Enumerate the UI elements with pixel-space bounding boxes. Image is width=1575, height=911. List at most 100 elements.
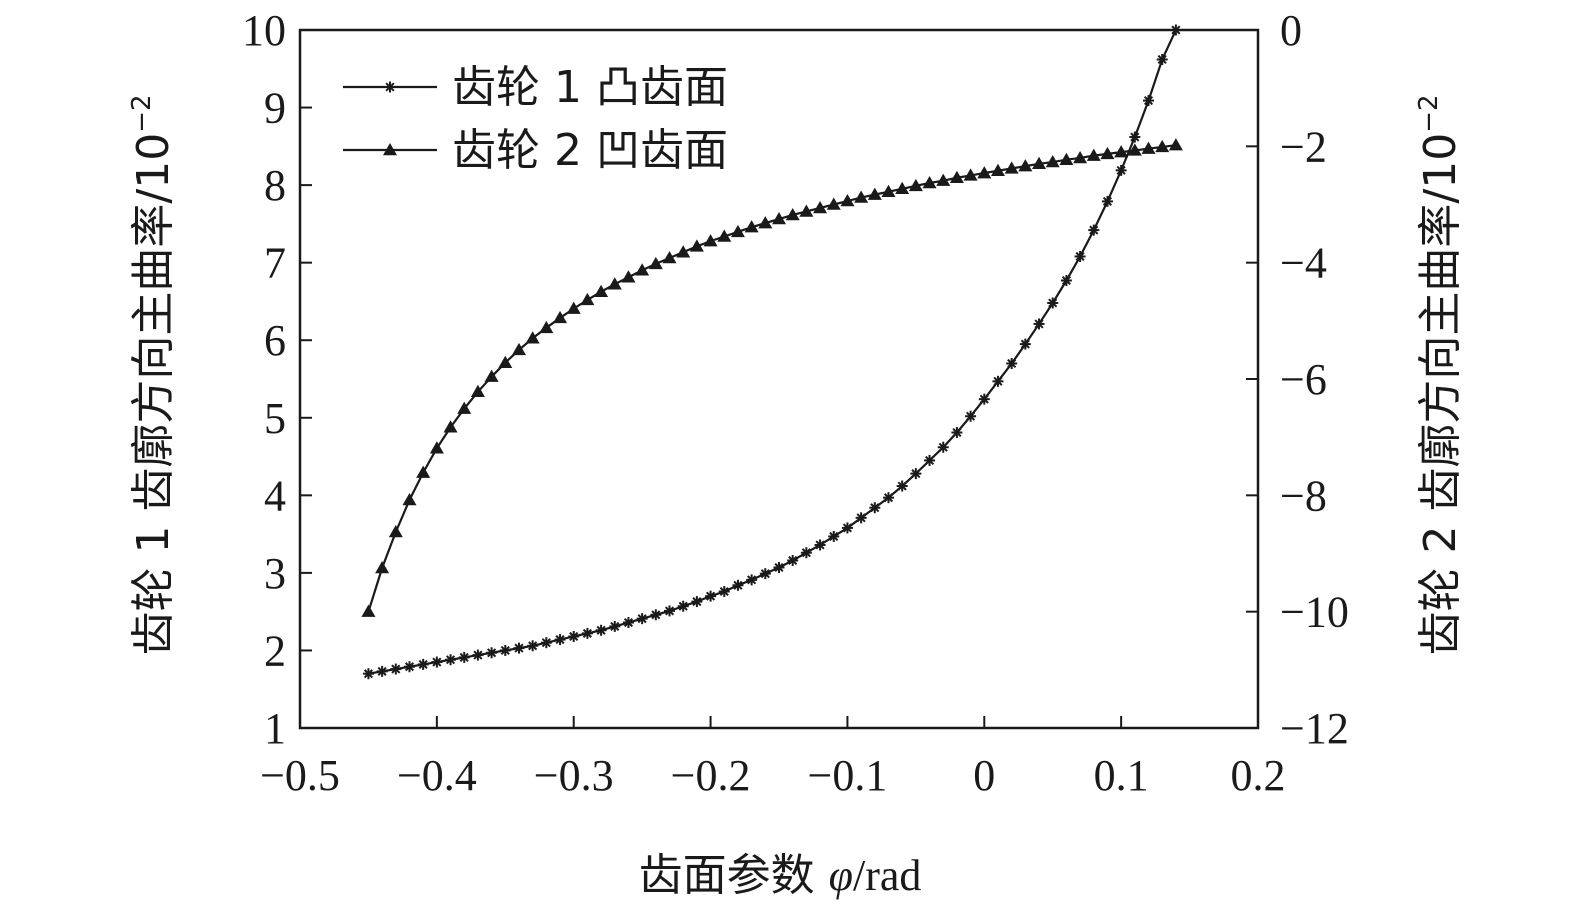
series-2-point (772, 212, 786, 225)
x-tick-label: −0.2 (671, 751, 751, 800)
x-tick-label: −0.3 (534, 751, 614, 800)
x-tick-label: 0 (973, 751, 995, 800)
series-2-point (1155, 139, 1170, 153)
left-y-tick-label: 6 (264, 316, 286, 365)
series-2-point (1100, 146, 1115, 160)
series-1-point (622, 617, 634, 629)
series-2-point (484, 369, 499, 382)
series-2-point (648, 256, 663, 270)
series-2-point (949, 170, 964, 183)
series-1-point (568, 630, 580, 642)
x-tick-label: 0.1 (1094, 751, 1149, 800)
series-2-point (840, 194, 855, 207)
series-2-point (676, 245, 691, 258)
right-y-tick-label: −8 (1280, 471, 1327, 520)
series-2-point (744, 220, 759, 233)
left-y-tick-label: 5 (264, 394, 286, 443)
series-2-point (1073, 150, 1088, 164)
x-tick-label: −0.1 (808, 751, 888, 800)
series-1-point (759, 568, 771, 580)
series-1-point (1006, 357, 1018, 369)
series-2-point (689, 239, 704, 252)
series-2-point (717, 229, 732, 242)
right-y-tick-label: −4 (1280, 239, 1327, 288)
left-y-axis-label: 齿轮 1 齿廓方向主曲率/10−2 (127, 94, 179, 655)
left-y-tick-label: 8 (264, 161, 286, 210)
left-y-tick-label: 10 (242, 6, 286, 55)
series-1-point (705, 590, 717, 602)
right-y-axis-label: 齿轮 2 齿廓方向主曲率/10−2 (1414, 94, 1466, 655)
series-2-point (758, 216, 773, 229)
series-2-point (388, 524, 403, 538)
series-1-point (445, 654, 457, 666)
series-2-point (457, 401, 472, 414)
left-y-tick-label: 2 (264, 626, 286, 675)
series-2-point (936, 173, 951, 186)
series-2-point (922, 175, 937, 189)
series-1-point (458, 651, 470, 663)
right-y-tick-label: −10 (1280, 588, 1349, 637)
series-1-point (1129, 131, 1141, 143)
x-tick-label: −0.4 (397, 751, 477, 800)
series-1-point (362, 668, 374, 680)
x-axis-label: 齿面参数 φ/rad (639, 850, 922, 901)
left-y-tick-label: 7 (264, 239, 286, 288)
series-1-point (554, 634, 566, 646)
series-1-point (718, 586, 730, 598)
series-1-point (403, 661, 415, 673)
series-2-point (635, 263, 650, 276)
legend-label-2: 齿轮 2 凹齿面 (452, 125, 728, 176)
right-y-tick-label: 0 (1280, 6, 1302, 55)
legend-marker-triangle (383, 143, 397, 156)
series-2 (361, 138, 1183, 617)
series-2-point (1168, 138, 1183, 151)
series-2-point (443, 420, 458, 433)
series-2-point (1032, 156, 1047, 170)
series-1-point (910, 468, 922, 480)
series-1-point (1060, 275, 1072, 287)
series-2-point (854, 190, 869, 203)
series-1-point (390, 663, 402, 675)
series-1-point (992, 375, 1004, 387)
series-1-point (1156, 53, 1168, 65)
series-1-point (650, 609, 662, 621)
series-1-point (417, 658, 429, 670)
series-1-point (828, 530, 840, 542)
series-2-point (566, 301, 581, 314)
series-1-point (773, 561, 785, 573)
series-1-point (664, 605, 676, 617)
series-2-point (799, 204, 814, 217)
series-2-point (525, 331, 540, 344)
series-1-point (787, 554, 799, 566)
series-1 (362, 24, 1182, 680)
series-1-point (1101, 195, 1113, 207)
series-1-point (1170, 24, 1182, 36)
series-1-point (814, 539, 826, 551)
series-2-point (990, 163, 1005, 177)
left-y-tick-label: 3 (264, 549, 286, 598)
series-1-point (896, 480, 908, 492)
series-1-point (951, 427, 963, 439)
series-2-point (361, 604, 376, 617)
series-2-point (498, 355, 513, 368)
x-tick-label: 0.2 (1231, 751, 1286, 800)
x-tick-label: −0.5 (260, 751, 340, 800)
legend-label-1: 齿轮 1 凸齿面 (452, 62, 728, 113)
series-1-point (595, 624, 607, 636)
series-2-point (785, 207, 800, 221)
series-1-point (1088, 224, 1100, 236)
series-2-point (867, 187, 882, 200)
series-2-point (594, 284, 609, 297)
series-2-point (1045, 155, 1060, 168)
series-2-point (1004, 161, 1019, 174)
right-y-tick-label: −12 (1280, 704, 1349, 753)
series-1-point (540, 637, 552, 649)
series-1-point (869, 502, 881, 514)
series-2-point (553, 310, 568, 324)
left-y-tick-label: 9 (264, 84, 286, 133)
series-2-point (963, 168, 978, 181)
series-2-point (662, 251, 677, 264)
series-2-point (1127, 143, 1142, 156)
series-1-point (376, 665, 388, 677)
